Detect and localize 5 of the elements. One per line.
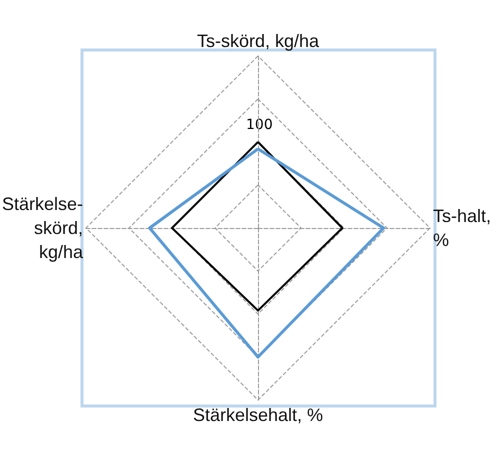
spoke-label: Ts-halt, % <box>433 206 492 250</box>
spoke-label: Ts-skörd, kg/ha <box>196 31 320 51</box>
text: 100 <box>246 117 273 133</box>
spoke-label: Stärkelse- skörd, kg/ha <box>2 194 84 262</box>
spoke-label: Stärkelsehalt, % <box>192 405 324 425</box>
